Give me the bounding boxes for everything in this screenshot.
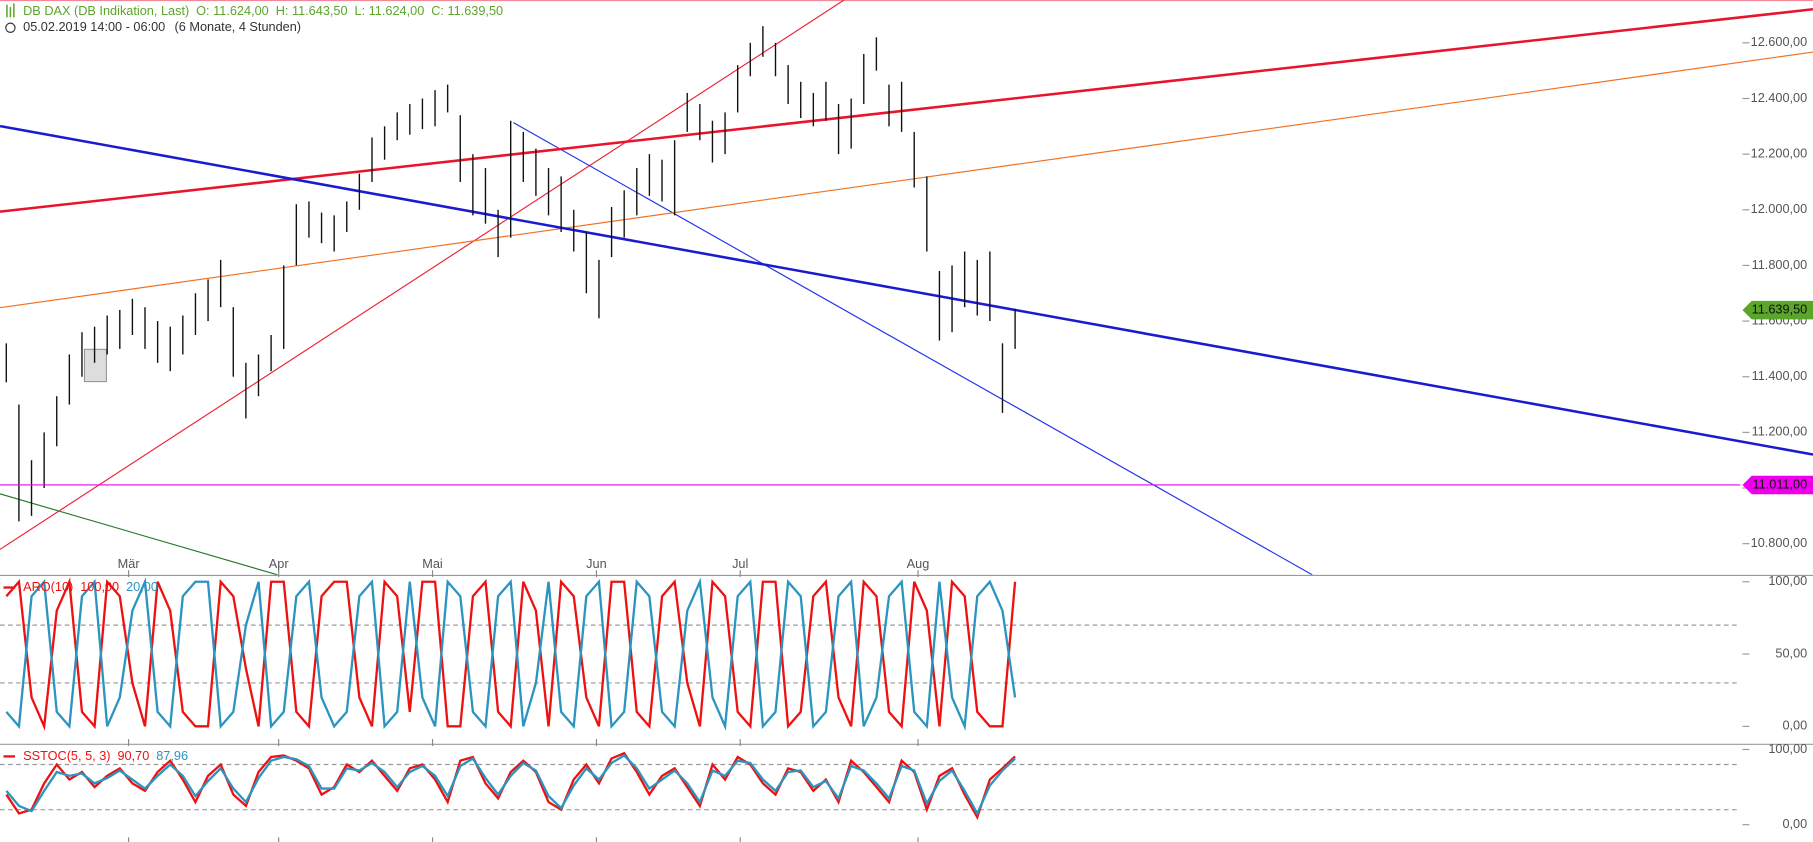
y-tick-label: 11.400,00 — [1752, 368, 1808, 383]
x-tick-label: Apr — [269, 556, 290, 571]
clock-icon — [5, 22, 16, 33]
x-tick-label: Mai — [422, 556, 442, 571]
marker-box — [83, 348, 107, 383]
y-tick-label: 12.200,00 — [1751, 145, 1808, 160]
indicator-line — [5, 754, 1016, 816]
x-tick-label: Mär — [118, 556, 141, 571]
y-tick-label: 10.800,00 — [1751, 535, 1808, 550]
header: DB DAX (DB Indikation, Last) 05.02.2019 … — [5, 3, 302, 34]
legend-value: 87,96 — [156, 748, 188, 763]
price-tag — [1742, 300, 1813, 320]
price-tag-label: 11.011,00 — [1753, 476, 1808, 491]
chart-title: DB DAX (DB Indikation, Last) — [23, 3, 189, 18]
y-tick-label: 100,00 — [1768, 573, 1807, 588]
y-tick-label: 50,00 — [1775, 645, 1807, 660]
trend-line — [0, 51, 1813, 309]
legend-value: 20,00 — [126, 579, 158, 594]
trend-line — [0, 7, 1813, 213]
drawings — [0, 0, 1813, 575]
ohlc-label: O: 11.624,00 — [196, 3, 269, 18]
y-tick-label: 12.600,00 — [1751, 34, 1808, 49]
y-tick-label: 0,00 — [1782, 718, 1807, 733]
subtitle: 05.02.2019 14:00 - 06:00 — [23, 19, 165, 34]
y-tick-label: 0,00 — [1782, 816, 1807, 831]
indicator-title: ARO(10) — [23, 579, 73, 594]
ohlc-label: L: 11.624,00 — [355, 3, 425, 18]
trend-line — [513, 122, 1313, 575]
chart-icon — [6, 3, 15, 18]
y-tick-label: 12.400,00 — [1751, 90, 1808, 105]
legend-value: 100,00 — [80, 579, 119, 594]
x-tick-label: Jun — [586, 556, 607, 571]
ohlc-label: C: 11.639,50 — [431, 3, 503, 18]
y-tick-label: 100,00 — [1768, 741, 1807, 756]
indicator-line — [5, 577, 1017, 731]
period: (6 Monate, 4 Stunden) — [175, 19, 302, 34]
x-tick-label: Aug — [907, 556, 930, 571]
legend-value: 90,70 — [117, 748, 149, 763]
price-tag — [1742, 475, 1813, 495]
y-tick-label: 11.200,00 — [1752, 424, 1808, 439]
x-tick-label: Jul — [732, 556, 748, 571]
indicator-title: SSTOC(5, 5, 3) — [23, 748, 110, 763]
y-tick-label: 12.000,00 — [1751, 201, 1808, 216]
trend-line — [0, 493, 278, 575]
indicator-line — [5, 577, 1017, 731]
trend-line — [0, 124, 1813, 456]
y-tick-label: 11.800,00 — [1752, 257, 1808, 272]
ohlc-label: H: 11.643,50 — [276, 3, 348, 18]
price-tag-label: 11.639,50 — [1752, 301, 1808, 316]
trend-line — [0, 0, 845, 550]
